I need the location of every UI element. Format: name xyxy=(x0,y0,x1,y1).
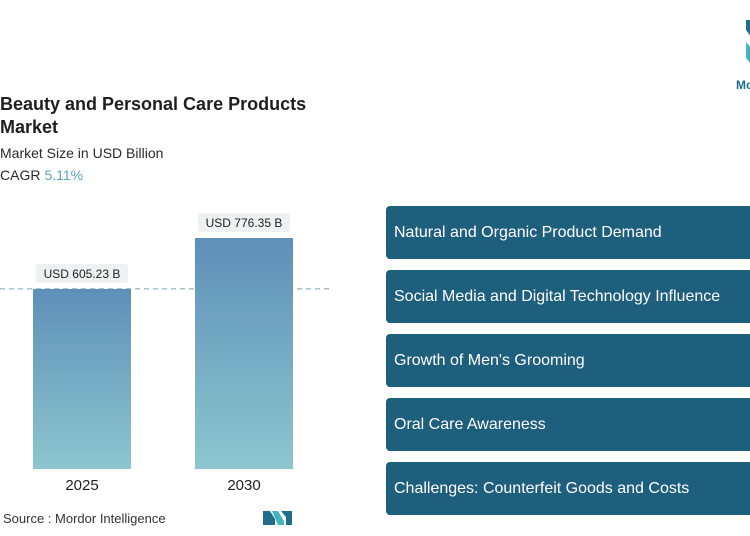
cagr-line: CAGR 5.11% xyxy=(0,167,83,183)
driver-item: Social Media and Digital Technology Infl… xyxy=(386,270,750,323)
value-label-box xyxy=(198,213,290,232)
bar-chart: USD 605.23 B 2025 USD 776.35 B 2030 xyxy=(0,213,330,494)
driver-item: Oral Care Awareness xyxy=(386,398,750,451)
value-label: USD 605.23 B xyxy=(44,267,121,281)
bar-2030 xyxy=(195,238,293,469)
category-label-2025: 2025 xyxy=(65,477,98,494)
mordor-logo-icon xyxy=(746,20,750,63)
mordor-small-logo-icon xyxy=(263,509,293,525)
driver-item: Natural and Organic Product Demand xyxy=(386,206,750,259)
mordor-logo-text: Mo xyxy=(736,78,750,92)
market-drivers-list: Natural and Organic Product Demand Socia… xyxy=(386,206,750,526)
source-note: Source : Mordor Intelligence xyxy=(3,511,166,526)
driver-item: Challenges: Counterfeit Goods and Costs xyxy=(386,462,750,515)
bar-2025 xyxy=(33,288,131,469)
value-label-box xyxy=(36,263,128,283)
driver-item: Growth of Men's Grooming xyxy=(386,334,750,387)
cagr-label: CAGR xyxy=(0,167,41,183)
mordor-logo: Mo xyxy=(730,20,750,95)
value-label: USD 776.35 B xyxy=(206,216,283,230)
chart-title: Beauty and Personal Care Products Market xyxy=(0,94,307,137)
cagr-value: 5.11% xyxy=(44,167,84,183)
category-label-2030: 2030 xyxy=(227,477,260,494)
chart-subtitle: Market Size in USD Billion xyxy=(0,145,164,161)
